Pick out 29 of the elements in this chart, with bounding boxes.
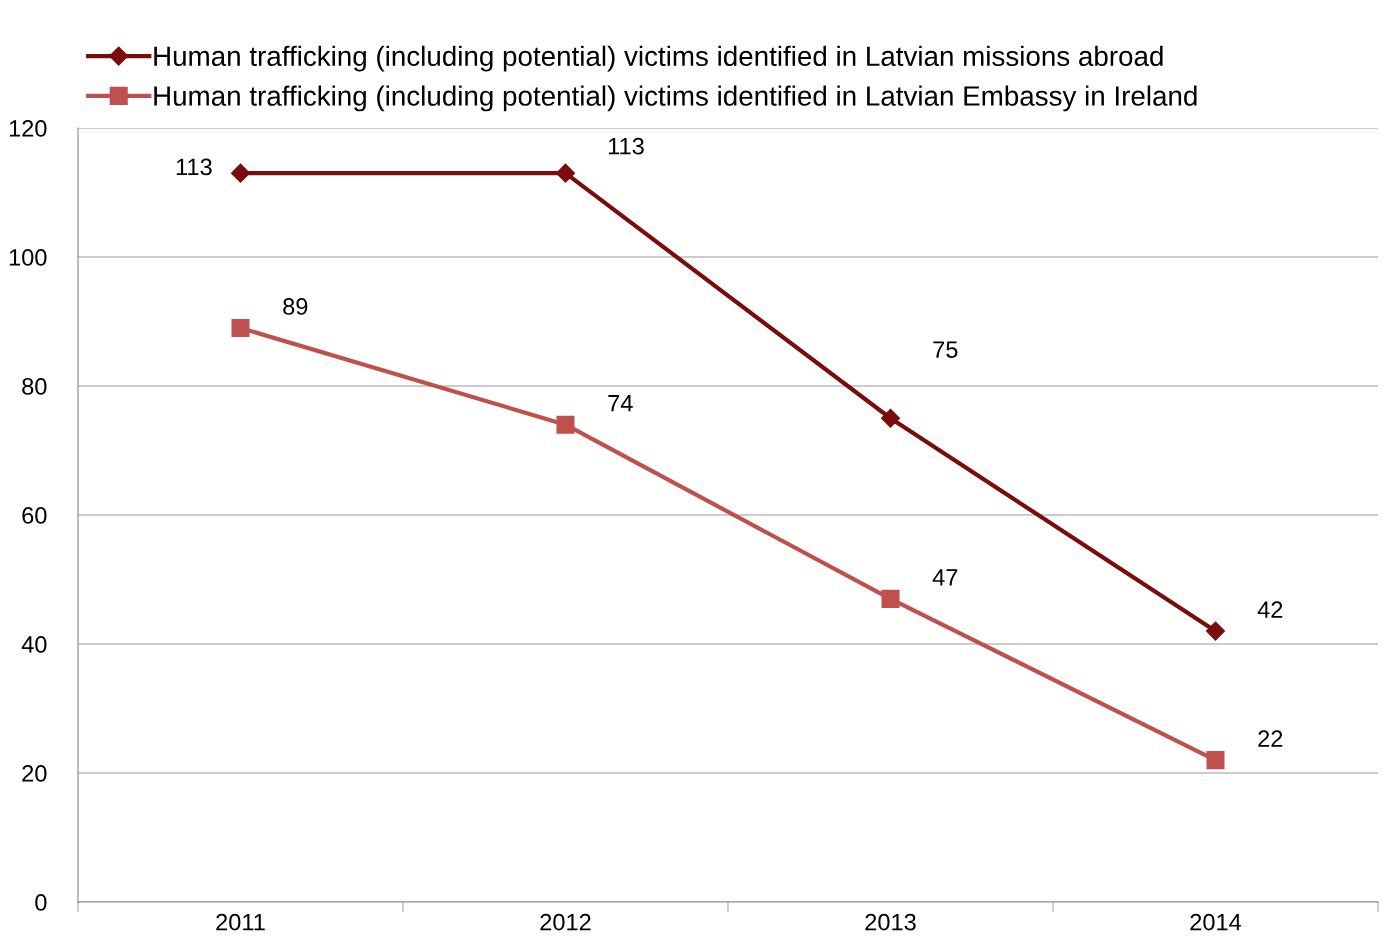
point [881, 589, 900, 608]
y-tick-label: 60 [22, 507, 47, 524]
data-label: 22 [1258, 730, 1283, 747]
y-tick-label: 80 [22, 378, 47, 395]
point [1206, 751, 1225, 770]
legend-label: Human trafficking (including potential) victims identified in Latvian missions abroad [154, 45, 1163, 72]
data-label: 113 [176, 158, 212, 176]
data-label: 74 [608, 395, 633, 412]
point [556, 415, 575, 434]
legend-label: Human trafficking (including potential) victims identified in Latvian Embassy in Ireland [154, 85, 1197, 112]
data-label: 113 [608, 137, 644, 155]
data-label: 42 [1257, 601, 1283, 618]
x-tick-label: 2013 [865, 913, 916, 931]
x-tick-label: 2012 [540, 913, 591, 931]
point [230, 163, 251, 183]
data-label: 75 [933, 341, 958, 358]
point [1205, 621, 1226, 641]
data-label: 89 [283, 298, 308, 315]
point [880, 408, 901, 428]
y-tick-label: 120 [9, 120, 47, 137]
y-tick-label: 40 [21, 636, 47, 653]
x-tick-label: 2014 [1190, 913, 1242, 931]
point [555, 163, 576, 183]
x-tick-label: 2011 [216, 913, 265, 931]
y-tick-label: 20 [22, 765, 47, 782]
y-tick-label: 100 [9, 249, 47, 266]
point [231, 318, 250, 337]
y-tick-label: 0 [35, 894, 47, 911]
data-label: 47 [932, 569, 958, 586]
